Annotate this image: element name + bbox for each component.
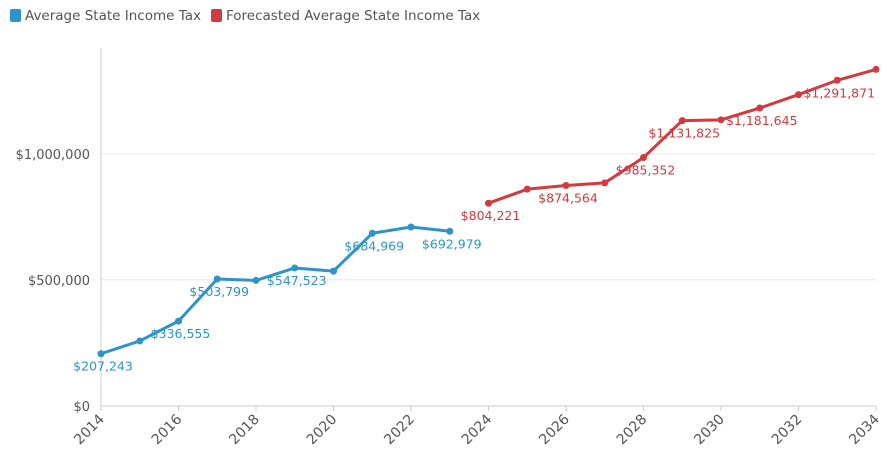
- data-label: $684,969: [344, 238, 404, 253]
- data-point: [640, 154, 647, 162]
- data-point: [97, 350, 105, 358]
- data-point: [562, 181, 570, 189]
- x-tick-label: 2020: [304, 412, 341, 449]
- x-tick-label: 2022: [381, 412, 418, 449]
- data-label: $985,352: [616, 163, 676, 178]
- data-point: [717, 116, 725, 124]
- data-label: $503,799: [189, 284, 249, 299]
- data-point: [601, 179, 609, 187]
- data-point: [523, 185, 531, 193]
- x-tick-label: 2026: [536, 411, 573, 448]
- data-point: [407, 223, 415, 231]
- data-label: $1,181,645: [726, 113, 798, 128]
- data-point: [252, 276, 260, 284]
- legend-swatch: [10, 9, 21, 22]
- x-tick-label: 2014: [71, 411, 108, 448]
- data-label: $207,243: [73, 359, 133, 374]
- data-point: [330, 267, 337, 275]
- data-label: $547,523: [267, 273, 327, 288]
- legend-swatch: [211, 9, 222, 22]
- data-point: [795, 91, 802, 99]
- legend-label: Forecasted Average State Income Tax: [226, 8, 480, 24]
- data-label: $692,979: [422, 236, 482, 251]
- x-tick-label: 2034: [846, 411, 883, 448]
- x-tick-label: 2024: [459, 411, 496, 448]
- data-point: [213, 275, 221, 283]
- data-point: [175, 317, 182, 325]
- data-point: [446, 227, 454, 235]
- data-point: [872, 65, 880, 73]
- x-tick-label: 2016: [149, 411, 186, 448]
- data-label: $336,555: [151, 326, 211, 341]
- data-point: [678, 117, 686, 125]
- x-tick-label: 2018: [226, 412, 263, 449]
- data-label: $874,564: [538, 190, 598, 205]
- data-point: [485, 199, 492, 207]
- data-point: [136, 337, 144, 345]
- data-label: $1,131,825: [648, 126, 720, 141]
- data-label: $1,291,871: [803, 85, 875, 100]
- y-tick-label: $1,000,000: [16, 148, 90, 163]
- data-label: $804,221: [461, 208, 521, 223]
- y-tick-label: $500,000: [28, 274, 90, 289]
- series-line: [100, 225, 450, 356]
- data-point: [756, 104, 764, 112]
- legend-label: Average State Income Tax: [25, 8, 201, 24]
- data-point: [291, 264, 299, 272]
- y-tick-label: $0: [73, 400, 90, 415]
- x-tick-label: 2028: [614, 412, 651, 449]
- data-point: [833, 76, 841, 84]
- data-point: [368, 229, 376, 237]
- x-tick-label: 2032: [769, 412, 806, 449]
- x-tick-label: 2030: [691, 412, 728, 449]
